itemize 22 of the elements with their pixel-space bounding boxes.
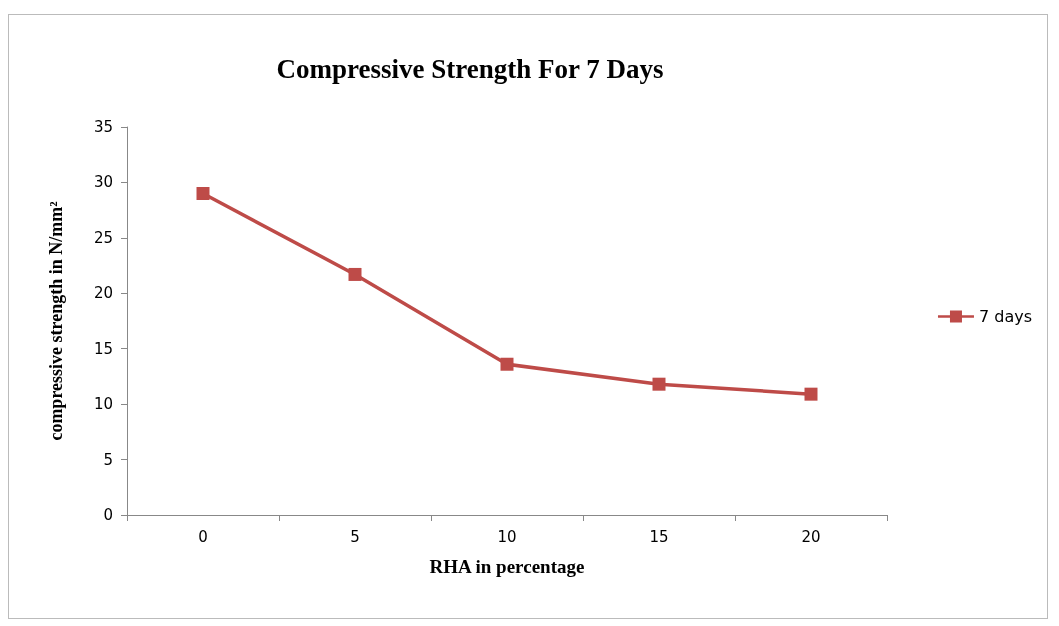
y-tick-label: 35	[93, 118, 113, 136]
point	[348, 267, 362, 281]
x-tick-label: 0	[198, 527, 208, 546]
point	[804, 387, 818, 401]
x-tick-label: 15	[649, 527, 669, 546]
chart-title: Compressive Strength For 7 Days	[276, 53, 664, 84]
legend-label: 7 days	[978, 307, 1032, 326]
y-tick-label: 30	[93, 173, 113, 192]
point	[196, 187, 210, 201]
x-tick-label: 20	[801, 527, 821, 546]
y-tick-label: 20	[93, 284, 113, 303]
point	[500, 357, 514, 371]
x-tick-label: 5	[350, 527, 360, 546]
y-tick-label: 15	[93, 339, 113, 358]
y-axis-title: compressive strength in N/mm²	[46, 201, 66, 441]
x-axis-title: RHA in percentage	[429, 556, 585, 577]
y-tick-label: 25	[93, 228, 113, 247]
y-tick-label: 5	[103, 450, 113, 469]
y-tick-label: 10	[93, 395, 113, 414]
y-tick-label: 0	[103, 506, 113, 524]
x-tick-label: 10	[497, 527, 517, 546]
point	[652, 377, 666, 391]
